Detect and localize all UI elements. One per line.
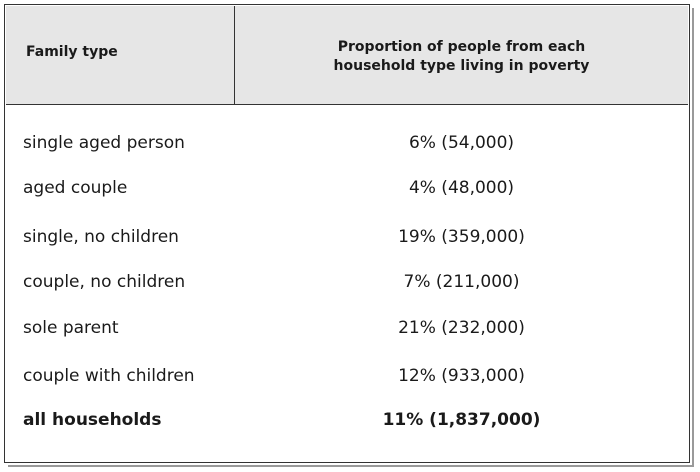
table-row: sole parent 21% (232,000) [5,316,689,340]
table-row: couple with children 12% (933,000) [5,364,689,388]
proportion-cell: 21% (232,000) [398,318,525,338]
proportion-cell: 19% (359,000) [398,227,525,247]
header-family-type: Family type [26,44,118,60]
column-divider [234,6,235,104]
table-row: single, no children 19% (359,000) [5,225,689,249]
proportion-cell: 6% (54,000) [408,133,515,153]
header-proportion-line2: household type living in poverty [333,58,590,74]
proportion-cell: 4% (48,000) [408,178,515,198]
proportion-cell: 7% (211,000) [403,272,520,292]
proportion-cell: 11% (1,837,000) [382,410,541,430]
header-proportion-line1: Proportion of people from each [337,39,586,55]
family-type-cell: sole parent [23,318,119,338]
table-row: couple, no children 7% (211,000) [5,270,689,294]
proportion-cell: 12% (933,000) [398,366,525,386]
family-type-cell: couple with children [23,366,195,386]
table-row-total: all households 11% (1,837,000) [5,408,689,432]
family-type-cell: single, no children [23,227,179,247]
family-type-cell: single aged person [23,133,185,153]
header-proportion: Proportion of people from each household… [235,38,688,76]
family-type-cell: all households [23,410,162,430]
table-row: single aged person 6% (54,000) [5,131,689,155]
poverty-table: Family type Proportion of people from ea… [4,4,694,467]
family-type-cell: aged couple [23,178,128,198]
family-type-cell: couple, no children [23,272,186,292]
table-header: Family type Proportion of people from ea… [6,6,688,105]
table-row: aged couple 4% (48,000) [5,176,689,200]
